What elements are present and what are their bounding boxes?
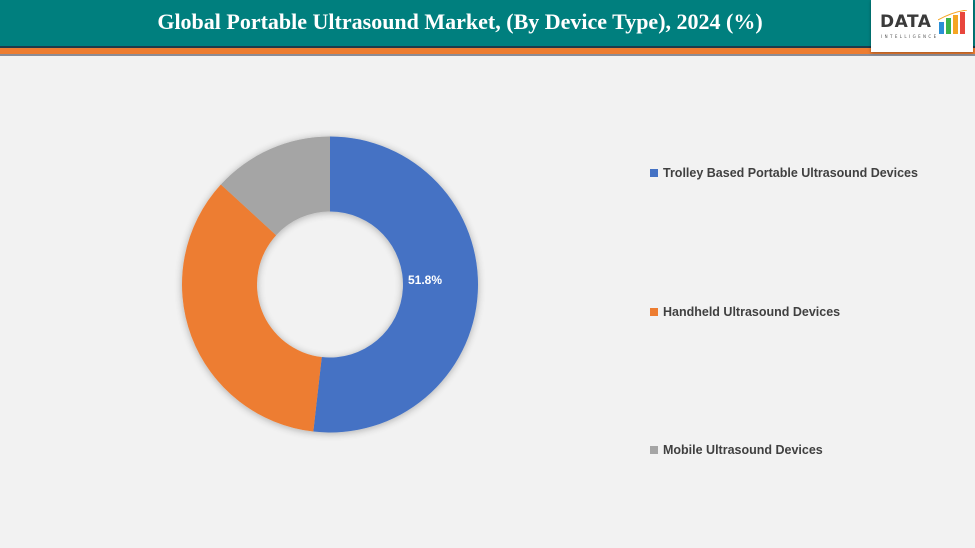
legend-item-mobile[interactable]: Mobile Ultrasound Devices [650,441,823,459]
header-divider [0,46,975,48]
accent-stripe [0,48,975,54]
chart-title: Global Portable Ultrasound Market, (By D… [157,9,763,34]
donut-slice-1 [182,184,322,432]
donut-slice-0 [313,136,478,433]
logo-text: DATA [880,12,932,32]
stripe-shadow [0,54,975,56]
legend-swatch-blue [650,169,658,177]
company-logo: DATA INTELLIGENCE [871,0,973,52]
legend-label: Mobile Ultrasound Devices [663,443,823,457]
legend-label: Handheld Ultrasound Devices [663,305,841,319]
header-bar [0,0,975,46]
data-label-trolley: 51.8% [408,273,443,287]
legend-label: Trolley Based Portable Ultrasound Device… [663,166,918,180]
logo-bars-icon [938,10,968,34]
logo-subtext: INTELLIGENCE [881,34,939,39]
legend-swatch-gray [650,446,658,454]
donut-slice-2 [220,136,330,236]
legend-swatch-orange [650,308,658,316]
legend-item-handheld[interactable]: Handheld Ultrasound Devices [650,303,840,321]
legend-item-trolley[interactable]: Trolley Based Portable Ultrasound Device… [650,164,918,182]
